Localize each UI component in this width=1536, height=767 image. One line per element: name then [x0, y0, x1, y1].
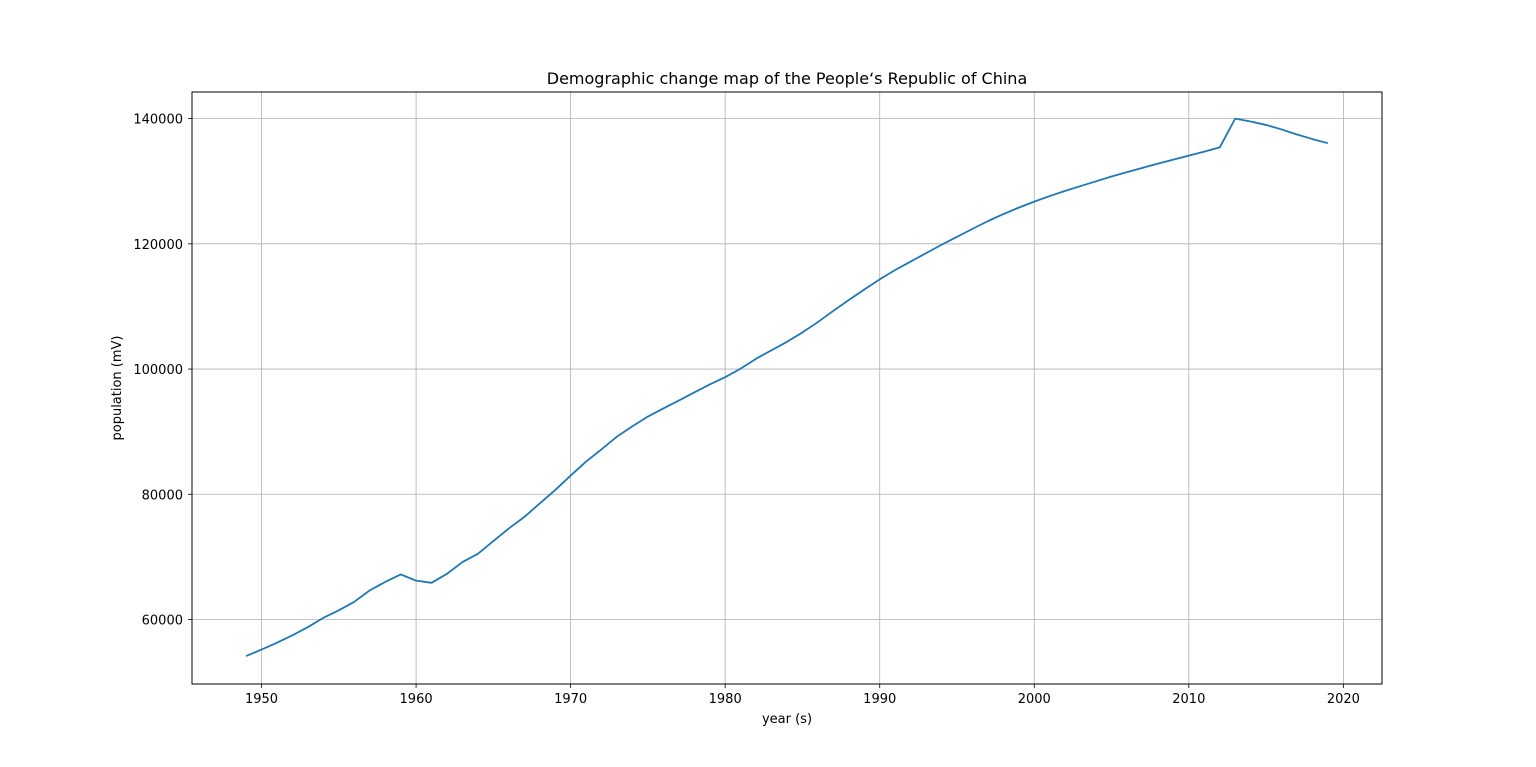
x-tick-label: 1970: [554, 692, 587, 707]
x-tick-label: 1980: [709, 692, 742, 707]
x-tick-label: 2000: [1018, 692, 1051, 707]
y-tick-label: 140000: [133, 113, 183, 128]
series-lines: [245, 117, 1329, 657]
y-tick-label: 100000: [133, 363, 183, 378]
y-tick-label: 120000: [133, 238, 183, 253]
x-tick-label: 1960: [400, 692, 433, 707]
x-axis-label: year (s): [762, 712, 812, 727]
axis-ticks: 1950 1960 1970 1980 1990 2000 2010 2020 60000 800…: [133, 113, 1360, 707]
plot-area-frame: [191, 91, 1383, 685]
y-tick-label: 80000: [142, 488, 183, 503]
chart-title: Demographic change map of the People‘s R…: [547, 69, 1028, 88]
y-axis-label: population (mV): [110, 335, 125, 440]
grid-lines: [192, 92, 1382, 684]
x-tick-label: 2020: [1327, 692, 1360, 707]
x-tick-label: 1990: [863, 692, 896, 707]
x-tick-label: 2010: [1172, 692, 1205, 707]
y-tick-label: 60000: [142, 614, 183, 629]
series-line-0: [245, 117, 1329, 657]
x-tick-label: 1950: [245, 692, 278, 707]
